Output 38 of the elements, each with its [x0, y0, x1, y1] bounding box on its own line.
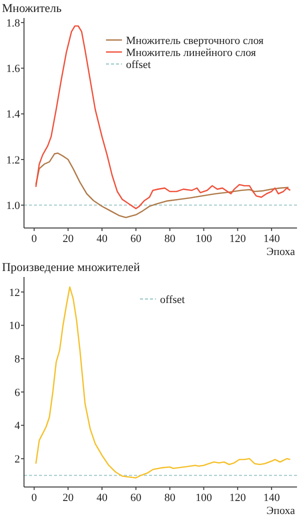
- x-tick-label: 0: [31, 233, 38, 245]
- y-tick-label: 8: [14, 354, 20, 366]
- y-tick-label: 1.0: [6, 200, 20, 212]
- y-tick-label: 6: [14, 386, 20, 399]
- x-tick-label: 60: [130, 233, 142, 245]
- x-tick-label: 140: [263, 233, 280, 245]
- x-tick-label: 60: [130, 492, 142, 504]
- y-tick-label: 2: [14, 454, 20, 466]
- legend-label: offset: [160, 294, 185, 306]
- x-tick-label: 80: [164, 492, 176, 504]
- y-axis-title: Произведение множителей: [2, 260, 141, 274]
- line-series: [35, 286, 291, 478]
- line-series: [35, 25, 291, 210]
- x-axis-title: Эпоха: [266, 505, 296, 517]
- y-tick-label: 1.4: [6, 108, 20, 121]
- y-tick-label: 1.2: [6, 154, 20, 166]
- legend-label: Множитель линейного слоя: [126, 46, 256, 59]
- x-tick-label: 100: [195, 492, 212, 504]
- x-tick-label: 140: [263, 492, 280, 504]
- legend-label: Множитель сверточного слоя: [126, 34, 264, 47]
- y-tick-label: 10: [9, 320, 20, 332]
- x-tick-label: 120: [229, 492, 246, 504]
- x-tick-label: 120: [229, 233, 246, 245]
- y-tick-label: 1.8: [6, 17, 20, 30]
- x-tick-label: 80: [164, 233, 176, 245]
- legend-label: offset: [126, 58, 151, 71]
- y-axis-title: Множитель: [2, 1, 62, 15]
- x-tick-label: 0: [31, 492, 38, 504]
- y-tick-label: 1.6: [6, 63, 20, 76]
- x-tick-label: 20: [62, 492, 74, 504]
- x-tick-label: 20: [62, 233, 74, 245]
- line-series: [35, 152, 290, 218]
- y-tick-label: 4: [14, 420, 20, 432]
- x-tick-label: 40: [96, 233, 108, 245]
- y-tick-label: 12: [9, 286, 20, 299]
- x-tick-label: 40: [96, 492, 108, 504]
- x-tick-label: 100: [195, 233, 212, 245]
- x-axis-title: Эпоха: [266, 246, 296, 258]
